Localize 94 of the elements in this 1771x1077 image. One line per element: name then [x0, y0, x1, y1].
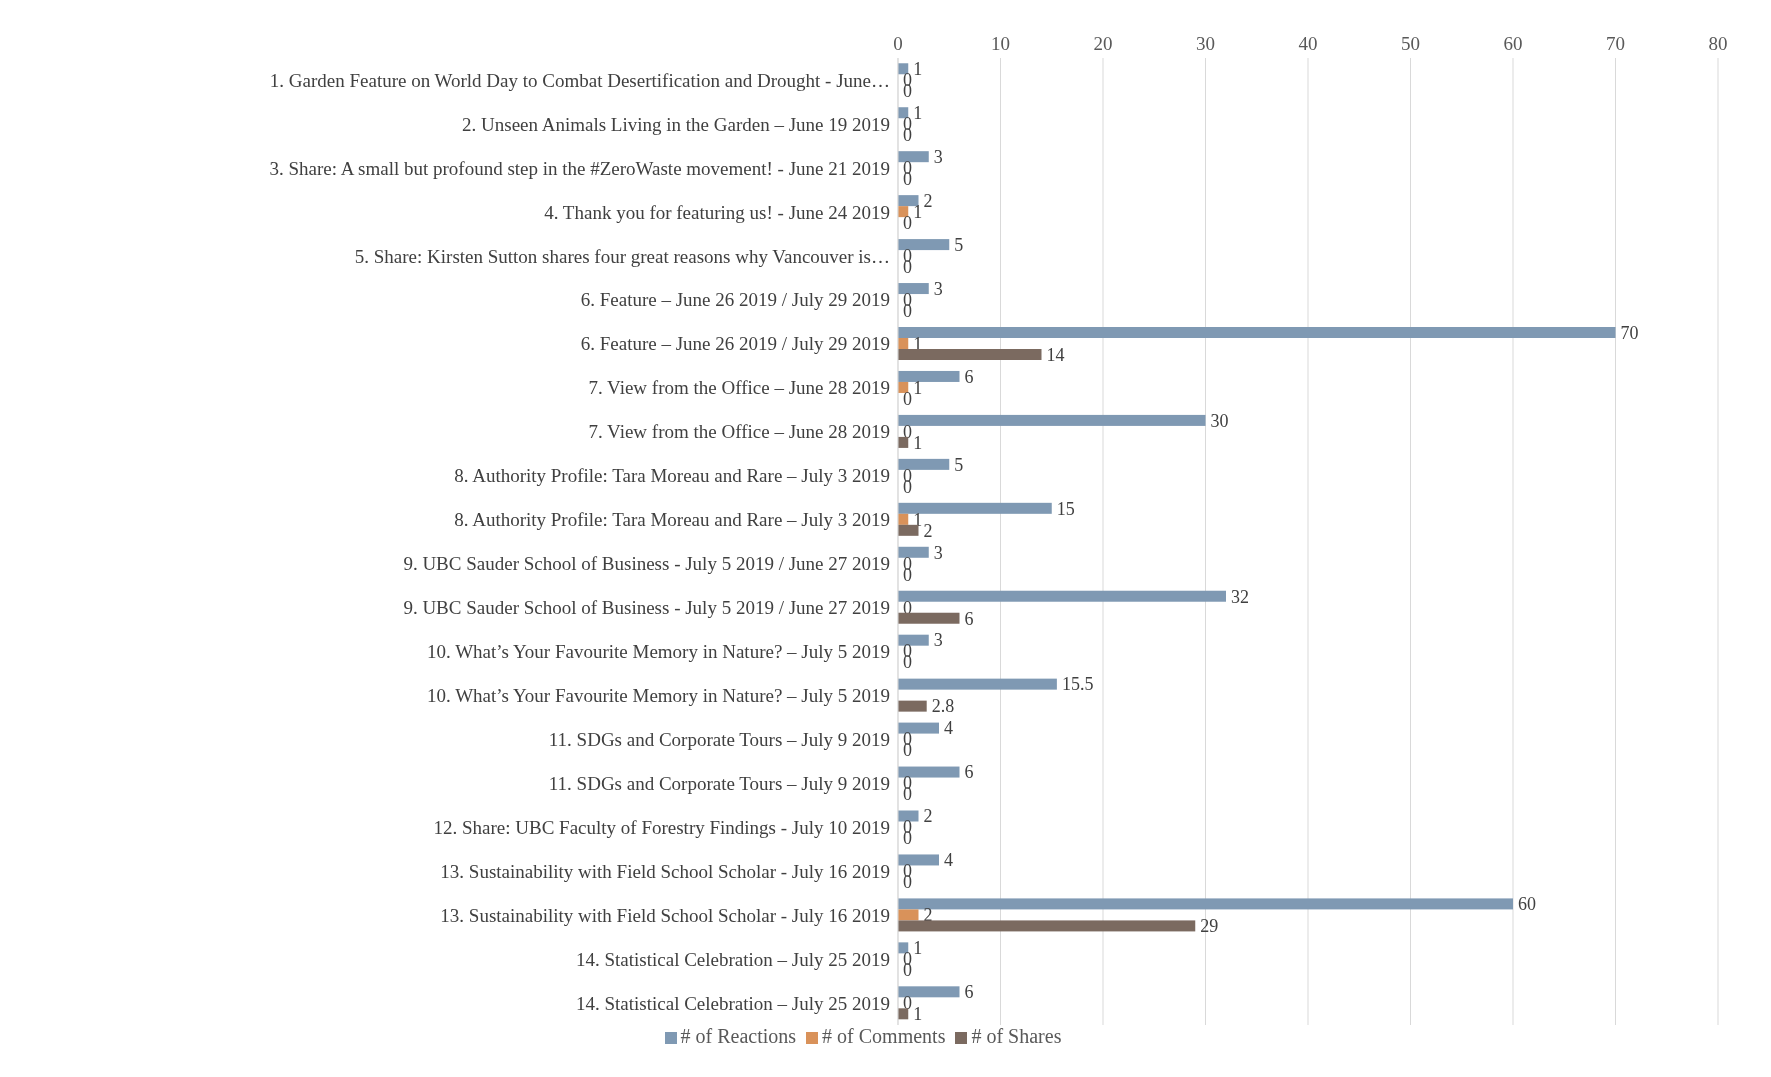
x-tick-label: 80 — [1708, 33, 1728, 54]
data-label: 3 — [933, 542, 943, 563]
y-tick-label: 10. What’s Your Favourite Memory in Nature? – July 5 2019 — [427, 641, 890, 663]
bar — [898, 414, 1206, 426]
bar — [898, 678, 1057, 690]
bar — [898, 590, 1226, 602]
data-label: 6 — [964, 982, 974, 1003]
data-label: 1 — [913, 432, 923, 453]
data-label: 2 — [923, 520, 933, 541]
data-label: 60 — [1518, 894, 1536, 915]
x-tick-label: 0 — [893, 33, 903, 54]
y-tick-label: 6. Feature – June 26 2019 / July 29 2019 — [580, 333, 890, 355]
data-label: 1 — [913, 938, 923, 959]
data-label: 2 — [923, 806, 933, 827]
x-tick-label: 60 — [1503, 33, 1523, 54]
bar — [898, 722, 939, 734]
y-tick-label: 8. Authority Profile: Tara Moreau and Rare – July 3 2019 — [454, 465, 890, 487]
bar — [898, 283, 929, 295]
data-label: 70 — [1620, 322, 1639, 343]
data-label: 4 — [944, 718, 953, 739]
data-label: 0 — [903, 993, 912, 1014]
y-tick-label: 3. Share: A small but profound step in the #ZeroWaste movement! - June 21 2019 — [269, 157, 890, 179]
bar — [898, 349, 1042, 360]
data-label: 0 — [903, 388, 912, 409]
bar — [898, 810, 919, 822]
data-label: 1 — [913, 377, 923, 398]
y-tick-label: 13. Sustainability with Field School Scholar - July 16 2019 — [440, 860, 890, 882]
y-tick-label: 13. Sustainability with Field School Scholar - July 16 2019 — [440, 904, 890, 926]
y-tick-label: 4. Thank you for featuring us! - June 24 2019 — [544, 201, 890, 223]
data-label: 30 — [1210, 410, 1229, 431]
x-tick-label: 30 — [1196, 33, 1215, 54]
data-label: 6 — [964, 762, 974, 783]
y-tick-label: 6. Feature – June 26 2019 / July 29 2019 — [580, 289, 890, 311]
x-tick-label: 40 — [1298, 33, 1318, 54]
y-tick-label: 10. What’s Your Favourite Memory in Nature? – July 5 2019 — [427, 685, 890, 707]
bar — [898, 766, 960, 778]
y-tick-label: 9. UBC Sauder School of Business - July 5 2019 / June 27 2019 — [403, 553, 890, 575]
bar — [898, 524, 919, 536]
data-label: 1 — [913, 103, 923, 124]
y-tick-label: 9. UBC Sauder School of Business - July 5 2019 / June 27 2019 — [403, 597, 890, 619]
bar — [898, 612, 960, 624]
data-label: 3 — [933, 630, 943, 651]
bar — [898, 195, 919, 207]
data-label: 3 — [933, 278, 943, 299]
x-tick-label: 10 — [991, 33, 1010, 54]
data-label: 1 — [913, 201, 923, 222]
data-label: 32 — [1231, 586, 1249, 607]
data-label: 6 — [964, 608, 974, 629]
y-tick-label: 5. Share: Kirsten Sutton shares four great reasons why Vancouver is… — [354, 245, 890, 267]
x-tick-label: 70 — [1606, 33, 1625, 54]
bar — [898, 327, 1616, 338]
legend-label: # of Reactions — [680, 1025, 797, 1047]
y-tick-label: 14. Statistical Celebration – July 25 2019 — [576, 992, 890, 1014]
data-label: 1 — [913, 59, 923, 80]
data-label: 4 — [944, 850, 953, 871]
y-tick-label: 7. View from the Office – June 28 2019 — [588, 421, 890, 443]
legend-label: # of Shares — [971, 1025, 1062, 1047]
y-tick-label: 11. SDGs and Corporate Tours – July 9 2019 — [548, 772, 890, 794]
bar — [898, 700, 927, 712]
data-label: 15 — [1056, 498, 1075, 519]
legend-label: # of Comments — [822, 1025, 946, 1047]
bar — [898, 370, 960, 382]
data-label: 5 — [954, 234, 964, 255]
bar — [898, 151, 929, 163]
bar — [898, 239, 950, 251]
y-tick-label: 7. View from the Office – June 28 2019 — [588, 377, 890, 399]
data-label: 2 — [923, 190, 933, 211]
y-tick-label: 8. Authority Profile: Tara Moreau and Rare – July 3 2019 — [454, 509, 890, 531]
data-label: 5 — [954, 454, 964, 475]
bar — [898, 546, 929, 558]
data-label: 2 — [923, 905, 933, 926]
bar — [898, 634, 929, 646]
bar — [898, 458, 950, 470]
data-label: 29 — [1200, 916, 1219, 937]
y-tick-label: 11. SDGs and Corporate Tours – July 9 2019 — [548, 729, 890, 751]
data-label: 0 — [903, 212, 912, 233]
data-label: 2.8 — [931, 696, 955, 717]
data-label: 15.5 — [1061, 674, 1094, 695]
y-tick-label: 1. Garden Feature on World Day to Combat Desertification and Drought - June… — [269, 69, 890, 91]
x-tick-label: 20 — [1093, 33, 1113, 54]
data-label: 3 — [933, 146, 943, 167]
y-tick-label: 2. Unseen Animals Living in the Garden – June 19 2019 — [462, 113, 890, 135]
bar — [898, 854, 939, 866]
bar — [898, 986, 960, 998]
x-tick-label: 50 — [1401, 33, 1420, 54]
y-tick-label: 14. Statistical Celebration – July 25 2019 — [576, 948, 890, 970]
y-tick-label: 12. Share: UBC Faculty of Forestry Findings - July 10 2019 — [433, 816, 890, 838]
data-label: 14 — [1046, 344, 1065, 365]
bar — [898, 909, 919, 921]
data-label: 1 — [913, 1004, 923, 1025]
bar — [898, 502, 1052, 514]
bar — [898, 898, 1513, 910]
bar — [898, 920, 1196, 932]
data-label: 6 — [964, 366, 974, 387]
